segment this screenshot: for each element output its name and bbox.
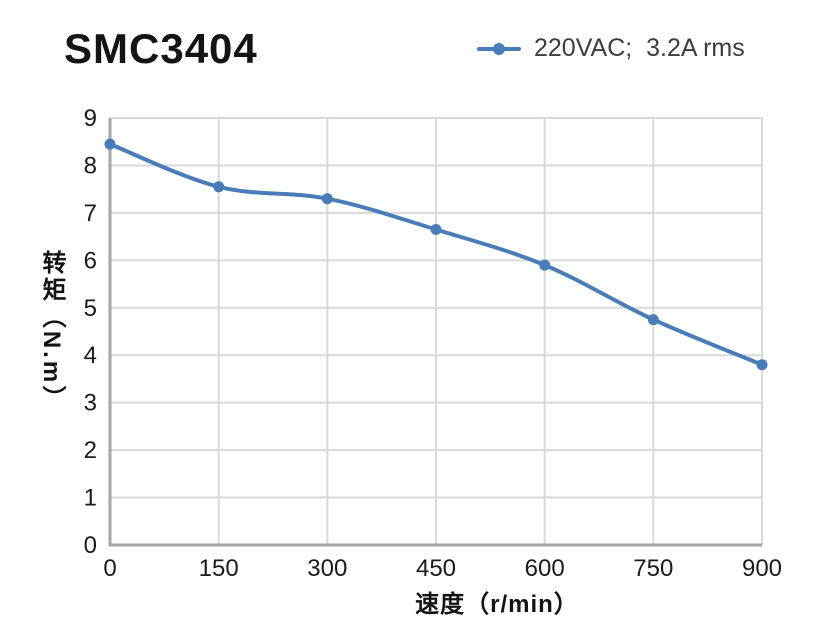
legend-line-circle-icon	[477, 42, 521, 55]
data-point-marker	[213, 181, 225, 193]
chart-title: SMC3404	[64, 25, 258, 72]
legend-label: 220VAC; 3.2A rms	[534, 34, 745, 62]
x-tick-label: 300	[307, 555, 347, 582]
data-point-marker	[647, 314, 659, 326]
legend: 220VAC; 3.2A rms	[476, 34, 745, 63]
y-tick-label: 5	[84, 295, 97, 322]
y-axis-title: 转矩（N.m）	[38, 249, 65, 413]
data-point-marker	[104, 138, 116, 150]
data-point-marker	[756, 359, 768, 371]
y-tick-label: 2	[84, 437, 97, 464]
y-tick-label: 0	[84, 532, 97, 559]
data-point-marker	[430, 224, 442, 235]
x-tick-label: 600	[525, 555, 565, 582]
x-tick-label: 150	[199, 555, 239, 582]
x-tick-label: 750	[633, 555, 673, 582]
y-tick-label: 1	[84, 485, 97, 512]
y-tick-label: 8	[84, 152, 97, 179]
data-point-marker	[321, 193, 333, 205]
plot-area: 0 1 2 3 4 5 6 7 8 9 0 150 300 450 600 750 900	[84, 105, 782, 582]
y-tick-label: 7	[84, 200, 97, 227]
x-tick-label: 900	[742, 555, 782, 582]
y-tick-label: 9	[84, 105, 97, 132]
y-tick-label: 3	[84, 390, 97, 417]
x-tick-label: 0	[103, 555, 116, 582]
data-point-marker	[539, 259, 551, 271]
y-tick-label: 6	[84, 247, 97, 274]
y-tick-label: 4	[84, 342, 97, 369]
x-axis-title: 速度（r/min）	[415, 591, 579, 618]
x-tick-label: 450	[416, 555, 456, 582]
